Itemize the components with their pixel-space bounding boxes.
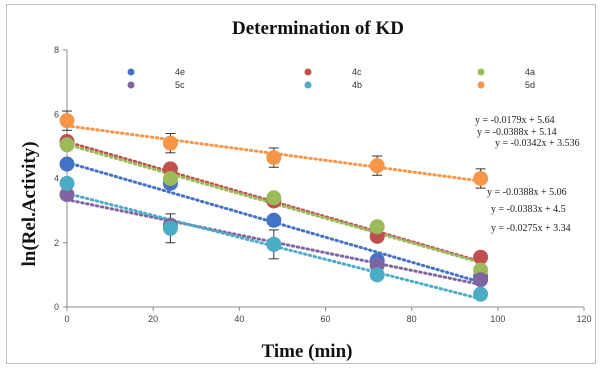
chart-svg: Determination of KD 0 20 40 60 80 100 120 0 2 4 6 8… [19,18,592,362]
trendline-equation: y = -0.0275x + 3.34 [491,223,571,234]
point-4b [162,220,178,236]
legend-label-4a: 4a [525,67,535,77]
point-4a [369,219,385,235]
trendline-equation: y = -0.0388x + 5.06 [487,187,567,198]
point-4b [473,286,489,302]
x-tick-label: 60 [320,314,330,324]
x-tick-label: 20 [148,314,158,324]
tick-labels: 0 20 40 60 80 100 120 0 2 4 6 8 [54,45,592,324]
point-4b [59,175,75,191]
y-tick-label: 8 [54,45,59,55]
point-4a [59,137,75,153]
y-tick-label: 0 [54,302,59,312]
point-5d [162,135,178,151]
chart-title: Determination of KD [232,18,404,39]
y-tick-label: 4 [54,174,59,184]
x-tick-label: 40 [234,314,244,324]
x-tick-label: 80 [407,314,417,324]
point-5c [473,272,489,288]
point-5d [266,150,282,166]
legend-marker-4e [127,68,135,76]
legend-marker-5c [127,81,135,89]
point-4c [473,249,489,265]
trendline-equations: y = -0.0179x + 5.64y = -0.0388x + 5.14y … [475,115,580,234]
trendline-equation: y = -0.0383x + 4.5 [491,204,566,215]
x-tick-label: 0 [64,314,69,324]
point-4b [266,236,282,252]
legend-label-4c: 4c [352,67,362,77]
point-5d [59,113,75,129]
point-5d [369,158,385,174]
legend-marker-5d [477,81,485,89]
chart-frame: Determination of KD 0 20 40 60 80 100 120 0 2 4 6 8… [6,4,596,364]
x-tick-label: 100 [490,314,505,324]
point-5d [473,171,489,186]
legend-label-4e: 4e [175,67,185,77]
x-axis-title: Time (min) [262,341,353,362]
y-tick-label: 2 [54,238,59,248]
legend: 4e 4c 4a 5c 4b 5d [127,67,535,90]
legend-label-4b: 4b [352,80,362,90]
trendline-equation: y = -0.0388x + 5.14 [477,127,557,138]
point-4e [266,212,282,228]
point-4e [59,156,75,172]
trendline-equation: y = -0.0179x + 5.64 [475,115,555,126]
x-tick-label: 120 [576,314,591,324]
y-axis-title: ln(Rel.Activity) [19,141,40,266]
point-5c [59,187,75,203]
point-4a [266,190,282,206]
legend-marker-4b [304,81,312,89]
point-4b [369,267,385,283]
trendline-equation: y = -0.0342x + 3.536 [495,138,580,149]
axes [66,50,584,308]
point-4a [162,171,178,186]
legend-label-5d: 5d [525,80,535,90]
trendline-4b [65,191,483,301]
legend-label-5c: 5c [175,80,185,90]
y-tick-label: 6 [54,109,59,119]
legend-marker-4c [304,68,312,76]
legend-marker-4a [477,68,485,76]
data-points [59,113,489,302]
